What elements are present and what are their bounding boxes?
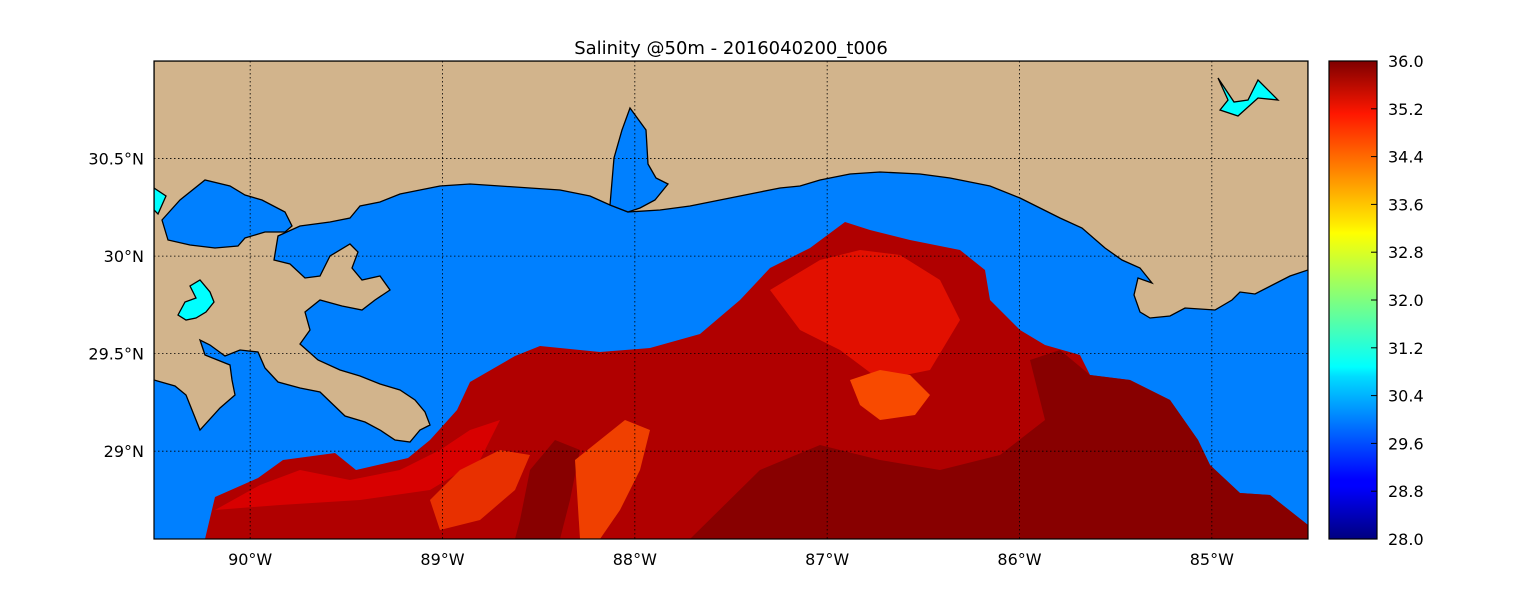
latitude-tick-labels: 30.5°N 30°N 29.5°N 29°N bbox=[88, 150, 144, 462]
graticule bbox=[154, 61, 1308, 539]
latitude-label: 30°N bbox=[104, 247, 144, 266]
salinity-red-west bbox=[215, 420, 500, 510]
salinity-core-southwest bbox=[515, 440, 580, 539]
latitude-label: 29°N bbox=[104, 442, 144, 461]
colorbar-gradient bbox=[1328, 60, 1378, 540]
colorbar-tick-label: 32.8 bbox=[1388, 243, 1424, 262]
colorbar-ticks: 28.0 28.8 29.6 30.4 31.2 32.0 32.8 33.6 34.4 35.2… bbox=[1371, 52, 1424, 549]
lake-cyan-west bbox=[177, 279, 215, 321]
colorbar-tick-label: 32.0 bbox=[1388, 291, 1424, 310]
colorbar-tick-label: 31.2 bbox=[1388, 339, 1424, 358]
lake-pontchartrain bbox=[161, 179, 293, 249]
salinity-field bbox=[154, 222, 1308, 539]
colorbar-tick-label: 35.2 bbox=[1388, 100, 1424, 119]
salinity-orange-eddy bbox=[850, 370, 930, 420]
latitude-label: 30.5°N bbox=[88, 150, 144, 169]
colorbar-tick-label: 30.4 bbox=[1388, 387, 1424, 406]
colorbar-tick-label: 28.8 bbox=[1388, 482, 1424, 501]
salinity-red-ridge bbox=[770, 250, 960, 380]
map-panel bbox=[154, 61, 1308, 539]
salinity-core-east bbox=[690, 350, 1308, 539]
longitude-tick-labels: 90°W 89°W 88°W 87°W 86°W 85°W bbox=[228, 550, 1234, 569]
colorbar-tick-label: 34.4 bbox=[1388, 148, 1424, 167]
colorbar-tick-label: 29.6 bbox=[1388, 434, 1424, 453]
colorbar-tick-label: 36.0 bbox=[1388, 52, 1424, 71]
land-northern-coast bbox=[154, 61, 1308, 443]
longitude-label: 90°W bbox=[228, 550, 272, 569]
lake-cyan-edge bbox=[154, 187, 167, 216]
latitude-label: 29.5°N bbox=[88, 345, 144, 364]
map-frame bbox=[153, 60, 1309, 540]
colorbar-tick-label: 28.0 bbox=[1388, 530, 1424, 549]
map-title: Salinity @50m - 2016040200_t006 bbox=[574, 38, 888, 59]
lake-cyan-northeast bbox=[1217, 77, 1280, 117]
colorbar-tick-label: 33.6 bbox=[1388, 195, 1424, 214]
colorbar: 28.0 28.8 29.6 30.4 31.2 32.0 32.8 33.6 34.4 35.2… bbox=[1328, 52, 1424, 549]
longitude-label: 88°W bbox=[613, 550, 657, 569]
salinity-orange-plume bbox=[575, 420, 650, 539]
longitude-label: 87°W bbox=[805, 550, 849, 569]
mobile-bay bbox=[609, 106, 670, 213]
salinity-orange-west bbox=[430, 450, 530, 530]
longitude-label: 85°W bbox=[1190, 550, 1234, 569]
longitude-label: 86°W bbox=[997, 550, 1041, 569]
longitude-label: 89°W bbox=[420, 550, 464, 569]
